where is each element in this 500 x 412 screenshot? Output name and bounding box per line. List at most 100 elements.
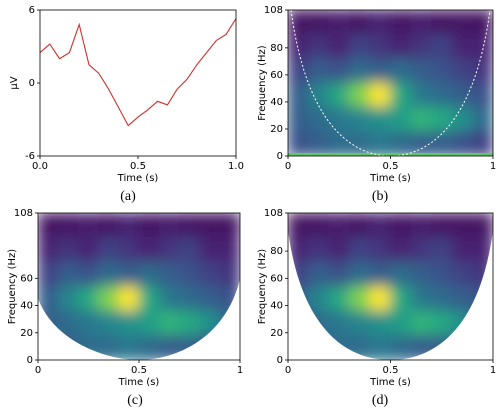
cell	[390, 310, 412, 336]
cell	[288, 58, 309, 84]
cell	[410, 261, 432, 287]
x-tick-label: 0.5	[383, 365, 399, 376]
cell	[57, 261, 79, 287]
x-tick-label: 1.0	[228, 161, 244, 172]
cell	[472, 10, 493, 35]
cell	[472, 106, 493, 133]
cell	[38, 261, 59, 287]
y-tick-label: 0	[277, 355, 283, 366]
y-tick-label: 6	[29, 5, 35, 16]
cell	[98, 237, 120, 263]
y-tick-label: 40	[270, 97, 283, 108]
cell	[288, 131, 309, 156]
cell	[472, 131, 493, 156]
cell	[451, 131, 473, 156]
cell	[390, 237, 412, 263]
cell	[451, 82, 473, 108]
cell	[288, 237, 309, 263]
cells	[288, 10, 493, 156]
cell	[431, 106, 453, 133]
cell	[178, 286, 201, 312]
cell	[472, 237, 493, 263]
cell	[451, 261, 473, 287]
y-tick-label: 0	[27, 355, 33, 366]
cell	[138, 310, 160, 336]
x-axis-label: Time (s)	[118, 377, 160, 388]
cell	[410, 131, 432, 156]
cell	[369, 82, 391, 108]
cone-mask	[139, 279, 240, 360]
cell	[199, 286, 221, 312]
cell	[57, 213, 79, 238]
cell	[219, 261, 240, 287]
cell	[138, 261, 160, 287]
cell	[38, 213, 59, 238]
cell	[118, 286, 140, 312]
caption: (b)	[372, 189, 389, 204]
cell	[390, 213, 412, 238]
cell	[38, 237, 59, 263]
x-tick-label: 0.5	[383, 161, 399, 172]
cell	[57, 286, 79, 312]
cell	[98, 261, 120, 287]
x-tick-label: 0	[35, 365, 41, 376]
cell	[431, 58, 453, 84]
caption: (c)	[127, 393, 143, 408]
cell	[77, 310, 100, 336]
cell	[118, 261, 140, 287]
cell	[410, 10, 432, 35]
cell	[118, 310, 140, 336]
cell	[369, 213, 391, 238]
x-tick-label: 1	[237, 365, 243, 376]
cell	[431, 237, 453, 263]
cell	[288, 106, 309, 133]
cell	[77, 237, 100, 263]
cell	[349, 286, 371, 312]
y-tick-label: 20	[20, 328, 33, 339]
cell	[138, 286, 160, 312]
cell	[328, 237, 350, 263]
cell	[410, 33, 432, 60]
caption: (d)	[372, 393, 389, 408]
cell	[308, 33, 330, 60]
cell	[158, 237, 180, 263]
cell	[328, 261, 350, 287]
x-tick-label: 0	[285, 365, 291, 376]
y-tick-label: 60	[270, 70, 283, 81]
x-axis-label: Time (s)	[369, 377, 411, 388]
cell	[451, 10, 473, 35]
cell	[328, 131, 350, 156]
cell	[178, 213, 201, 238]
cell	[431, 10, 453, 35]
cell	[410, 82, 432, 108]
cell	[308, 106, 330, 133]
cell	[199, 213, 221, 238]
y-tick-label: 0	[29, 78, 35, 89]
cell	[308, 237, 330, 263]
cell	[349, 58, 371, 84]
axes-frame	[39, 9, 237, 157]
y-tick-label: 80	[270, 246, 283, 257]
x-tick-label: 0.5	[131, 365, 147, 376]
cell	[349, 33, 371, 60]
cell	[77, 286, 100, 312]
cell	[390, 10, 412, 35]
x-axis-label: Time (s)	[117, 173, 159, 184]
cell	[369, 335, 391, 360]
cell	[98, 213, 120, 238]
cell	[288, 10, 309, 35]
cell	[472, 58, 493, 84]
cell	[410, 106, 432, 133]
cell	[98, 310, 120, 336]
cell	[308, 261, 330, 287]
cell	[369, 131, 391, 156]
y-tick-label: -6	[25, 151, 35, 162]
cell	[369, 58, 391, 84]
cell	[328, 106, 350, 133]
cell	[178, 237, 201, 263]
cell	[98, 286, 120, 312]
cell	[349, 106, 371, 133]
cell	[138, 213, 160, 238]
cell	[431, 286, 453, 312]
